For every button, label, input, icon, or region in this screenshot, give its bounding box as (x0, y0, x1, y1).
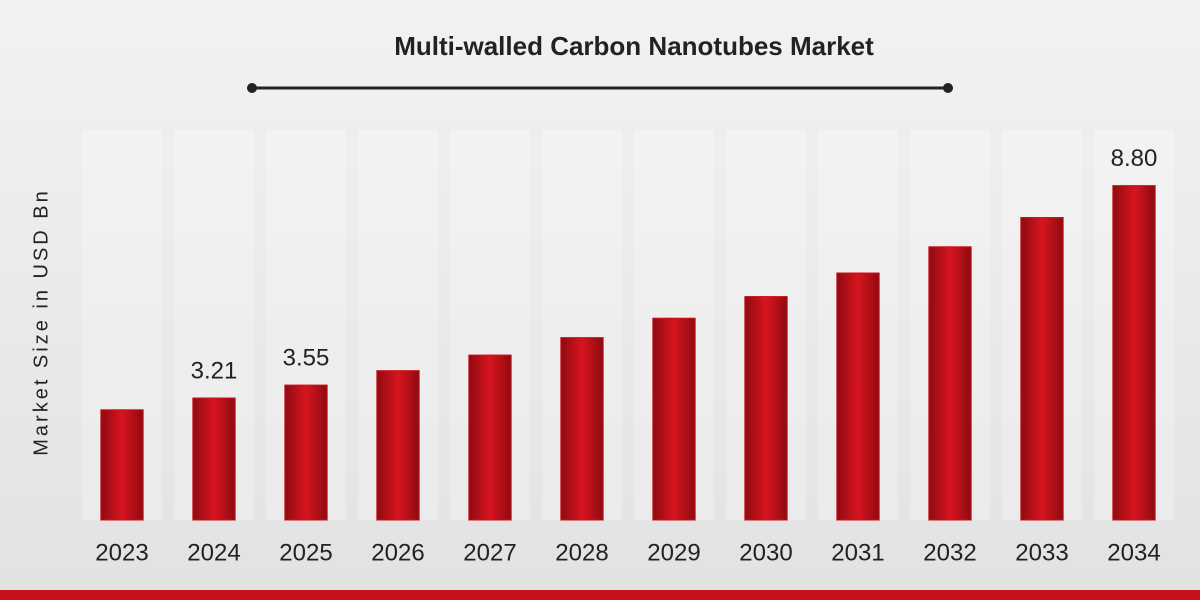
bar (468, 354, 512, 521)
bar (560, 337, 604, 521)
bar (744, 296, 788, 521)
x-tick-label: 2028 (555, 539, 608, 566)
x-tick-label: 2032 (923, 539, 976, 566)
bar (928, 246, 972, 521)
bar (652, 317, 696, 521)
bar (1112, 185, 1156, 521)
data-label: 3.55 (283, 344, 330, 371)
chart-title: Multi-walled Carbon Nanotubes Market (394, 31, 874, 61)
bar (100, 409, 144, 521)
x-tick-label: 2034 (1107, 539, 1160, 566)
rule-dot (943, 83, 953, 93)
bar (376, 370, 420, 521)
bottom-strip (0, 590, 1200, 600)
x-tick-label: 2026 (371, 539, 424, 566)
plot-area: 2023 2024 3.21 2025 3.55 2026 2027 2028 2029 2030… (82, 130, 1174, 566)
x-tick-label: 2033 (1015, 539, 1068, 566)
x-tick-label: 2023 (95, 539, 148, 566)
rule-dot (247, 83, 257, 93)
x-tick-label: 2027 (463, 539, 516, 566)
data-label: 3.21 (191, 357, 238, 384)
bar (836, 272, 880, 521)
bar (284, 384, 328, 521)
bar (192, 397, 236, 521)
data-label: 8.80 (1111, 145, 1158, 172)
y-axis-label: Market Size in USD Bn (30, 188, 52, 456)
x-tick-label: 2029 (647, 539, 700, 566)
x-tick-label: 2025 (279, 539, 332, 566)
x-tick-label: 2031 (831, 539, 884, 566)
bar (1020, 217, 1064, 521)
x-tick-label: 2030 (739, 539, 792, 566)
x-tick-label: 2024 (187, 539, 240, 566)
